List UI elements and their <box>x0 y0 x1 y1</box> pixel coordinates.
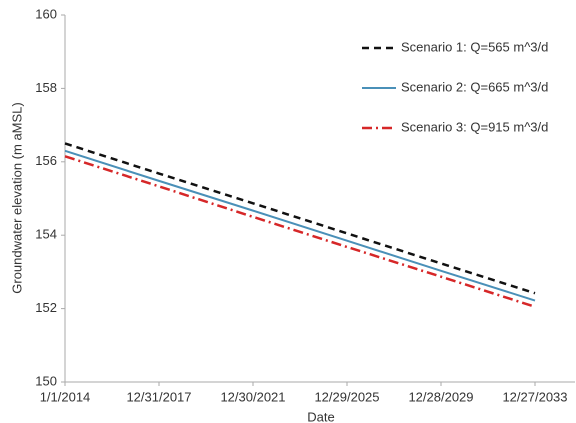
x-tick-label: 1/1/2014 <box>40 389 91 404</box>
x-tick-label: 12/27/2033 <box>502 389 567 404</box>
series-line <box>64 155 536 308</box>
x-tick-label: 12/29/2025 <box>314 389 379 404</box>
y-tick-label: 154 <box>35 227 57 242</box>
legend-label: Scenario 3: Q=915 m^3/d <box>401 119 548 134</box>
legend-label: Scenario 2: Q=665 m^3/d <box>401 79 548 94</box>
series-line <box>64 142 536 295</box>
y-axis-label: Groundwater elevation (m aMSL) <box>9 102 24 293</box>
y-tick-label: 160 <box>35 6 57 21</box>
x-tick-label: 12/30/2021 <box>220 389 285 404</box>
x-tick-label: 12/31/2017 <box>126 389 191 404</box>
y-tick-label: 158 <box>35 80 57 95</box>
y-tick-label: 150 <box>35 373 57 388</box>
y-tick-label: 156 <box>35 153 57 168</box>
series-line <box>64 149 536 302</box>
legend-label: Scenario 1: Q=565 m^3/d <box>401 39 548 54</box>
x-axis-label: Date <box>307 409 334 423</box>
x-tick-label: 12/28/2029 <box>408 389 473 404</box>
y-tick-label: 152 <box>35 300 57 315</box>
